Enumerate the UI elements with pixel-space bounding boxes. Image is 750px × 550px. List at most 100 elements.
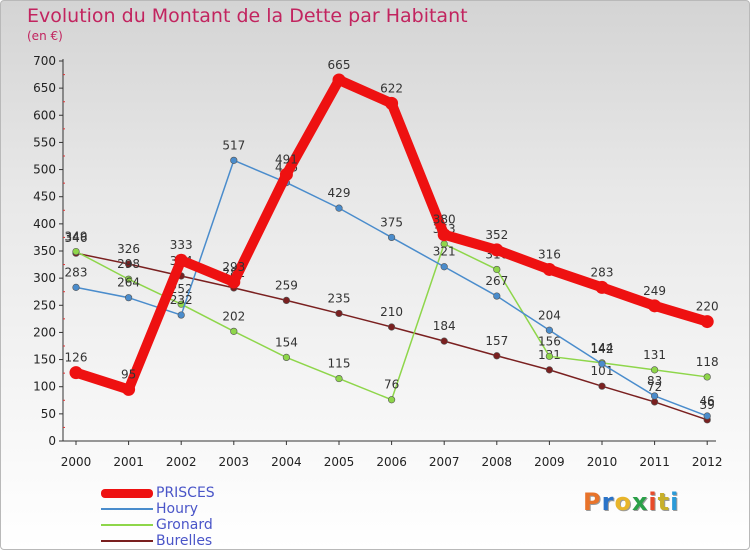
- y-tick-label: 500: [33, 163, 56, 177]
- point-gronard: [72, 247, 80, 256]
- y-tick-label: 100: [33, 380, 56, 394]
- data-label-prisces: 283: [591, 265, 614, 279]
- point-houry: [493, 292, 501, 300]
- x-tick-label: 2012: [692, 455, 723, 469]
- data-label-burelles: 210: [380, 305, 403, 319]
- chart-subtitle: (en €): [27, 29, 63, 43]
- point-gronard: [703, 373, 711, 381]
- point-gronard: [493, 265, 501, 274]
- point-gronard: [124, 275, 133, 283]
- data-label-gronard: 156: [538, 334, 561, 348]
- chart-title: Evolution du Montant de la Dette par Hab…: [27, 5, 468, 27]
- x-tick-label: 2002: [166, 455, 197, 469]
- data-label-burelles: 346: [65, 231, 88, 245]
- x-tick-label: 2008: [482, 455, 513, 469]
- y-tick-label: 300: [33, 271, 56, 285]
- data-label-prisces: 220: [696, 300, 719, 314]
- legend-label-gronard: Gronard: [156, 517, 213, 533]
- data-label-houry: 321: [433, 245, 456, 259]
- point-prisces: [279, 167, 293, 181]
- legend-label-houry: Houry: [156, 501, 199, 517]
- point-gronard: [388, 396, 396, 404]
- point-burelles: [282, 296, 291, 305]
- data-label-houry: 83: [647, 374, 662, 388]
- data-label-gronard: 202: [222, 309, 245, 323]
- point-burelles: [335, 309, 343, 318]
- data-label-houry: 204: [538, 308, 561, 322]
- data-label-gronard: 115: [328, 357, 351, 371]
- data-label-houry: 264: [117, 276, 140, 290]
- data-label-houry: 429: [328, 186, 351, 200]
- point-houry: [388, 233, 396, 242]
- data-label-burelles: 157: [485, 334, 508, 348]
- point-burelles: [650, 398, 659, 406]
- point-prisces: [542, 262, 556, 276]
- point-prisces: [700, 315, 714, 329]
- point-houry: [124, 294, 133, 302]
- point-houry: [703, 412, 711, 420]
- point-gronard: [282, 353, 291, 362]
- data-label-houry: 142: [591, 342, 614, 356]
- y-tick-label: 600: [33, 108, 56, 122]
- point-houry: [598, 360, 606, 368]
- point-prisces: [490, 243, 504, 257]
- point-houry: [335, 204, 343, 212]
- x-tick-label: 2010: [587, 455, 618, 469]
- y-tick-label: 0: [48, 434, 56, 448]
- point-burelles: [545, 366, 554, 374]
- data-label-prisces: 380: [433, 213, 456, 227]
- point-prisces: [595, 280, 609, 294]
- legend-item-burelles: Burelles: [101, 533, 301, 549]
- y-tick-label: 700: [33, 54, 56, 68]
- data-label-burelles: 235: [328, 291, 351, 305]
- data-label-prisces: 126: [65, 351, 88, 365]
- point-prisces: [122, 382, 136, 396]
- data-label-gronard: 131: [643, 348, 666, 362]
- point-prisces: [174, 253, 188, 267]
- legend-swatch-burelles: [101, 540, 153, 542]
- data-label-burelles: 259: [275, 278, 298, 292]
- point-prisces: [385, 96, 399, 110]
- legend-item-houry: Houry: [101, 501, 301, 517]
- point-burelles: [598, 382, 606, 390]
- y-tick-label: 150: [33, 353, 56, 367]
- data-label-prisces: 293: [222, 260, 245, 274]
- data-label-prisces: 491: [275, 152, 298, 166]
- data-label-houry: 46: [700, 394, 715, 408]
- data-label-prisces: 352: [485, 228, 508, 242]
- point-gronard: [545, 352, 554, 360]
- y-tick-label: 550: [33, 135, 56, 149]
- point-houry: [177, 311, 185, 319]
- point-houry: [440, 263, 448, 271]
- data-label-burelles: 72: [647, 380, 662, 394]
- data-label-prisces: 249: [643, 284, 666, 298]
- y-tick-label: 400: [33, 217, 56, 231]
- point-houry: [72, 283, 80, 291]
- legend-label-prisces: PRISCES: [156, 485, 215, 501]
- data-label-prisces: 316: [538, 247, 561, 261]
- data-label-houry: 517: [222, 138, 245, 152]
- x-tick-label: 2009: [534, 455, 565, 469]
- point-houry: [230, 156, 238, 164]
- y-tick-label: 650: [33, 81, 56, 95]
- data-label-gronard: 349: [65, 230, 88, 244]
- point-houry: [545, 326, 554, 334]
- point-houry: [650, 392, 659, 400]
- data-label-burelles: 39: [700, 398, 715, 412]
- x-tick-label: 2001: [113, 455, 144, 469]
- x-tick-label: 2005: [324, 455, 355, 469]
- legend-item-prisces: PRISCES: [101, 485, 301, 501]
- point-burelles: [440, 337, 448, 345]
- data-label-houry: 232: [170, 293, 193, 307]
- point-prisces: [69, 366, 83, 380]
- x-tick-label: 2000: [61, 455, 92, 469]
- legend-swatch-prisces: [101, 489, 153, 498]
- data-label-prisces: 95: [121, 367, 136, 381]
- point-prisces: [227, 275, 241, 289]
- point-prisces: [437, 228, 451, 242]
- point-gronard: [230, 327, 238, 335]
- point-prisces: [648, 299, 662, 313]
- data-label-prisces: 665: [328, 58, 351, 72]
- x-tick-label: 2007: [429, 455, 460, 469]
